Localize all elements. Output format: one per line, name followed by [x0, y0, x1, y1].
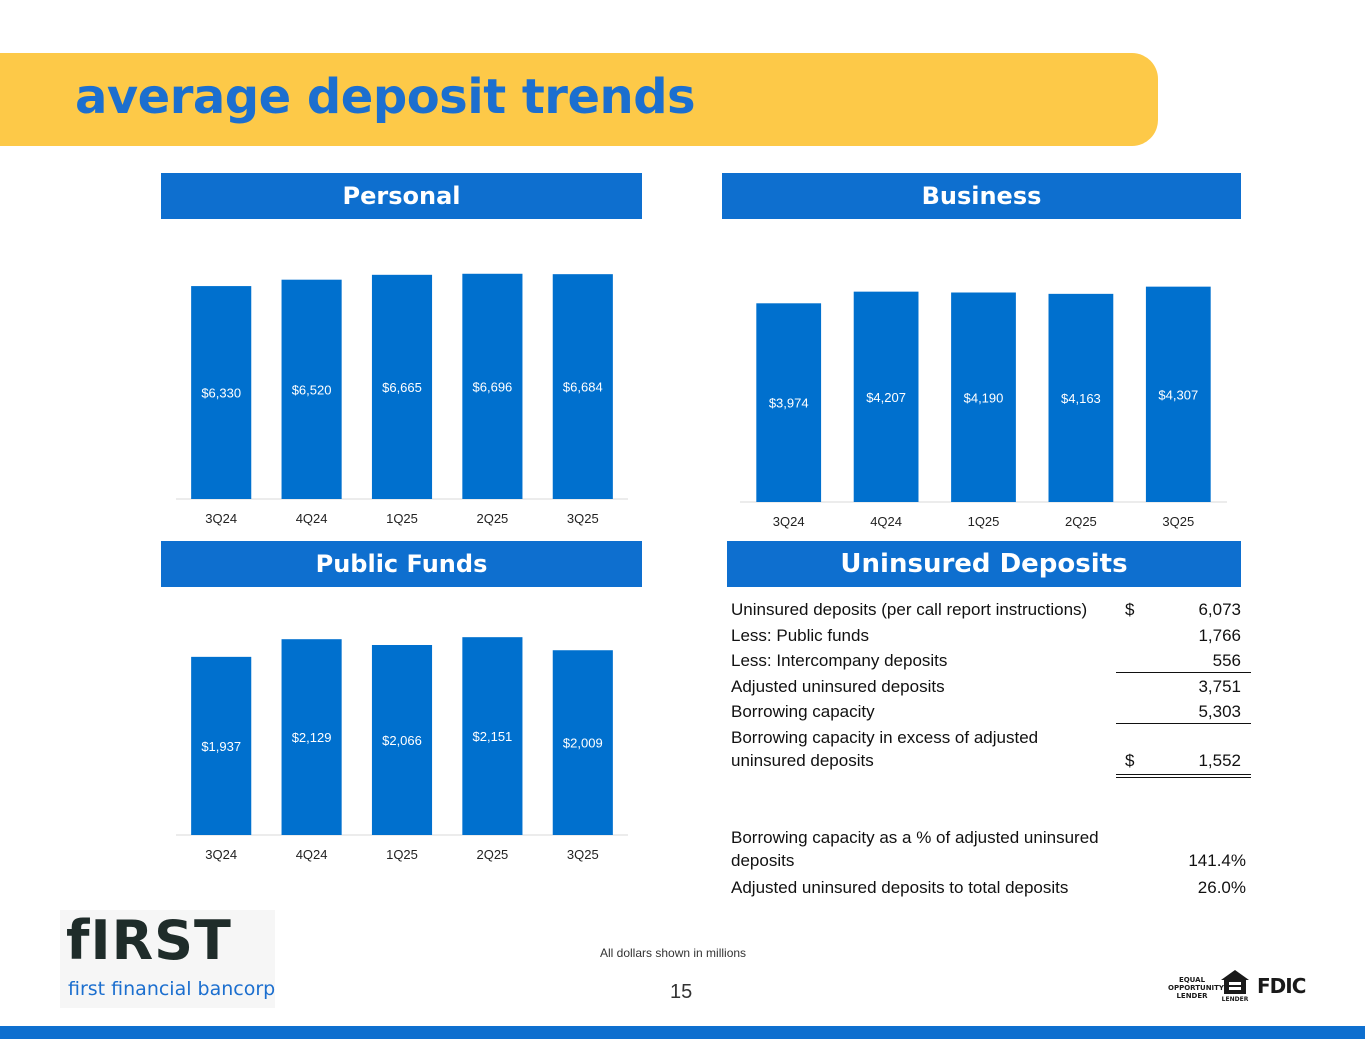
row-value: 26.0% — [1197, 877, 1246, 897]
business-header: Business — [722, 173, 1241, 219]
bottom-accent-bar — [0, 1026, 1365, 1039]
uninsured-deposits-table: Uninsured deposits (per call report inst… — [731, 597, 1251, 900]
footnote: All dollars shown in millions — [600, 946, 747, 960]
company-logo: fIRST — [66, 909, 232, 972]
table-row: Borrowing capacity in excess of adjusted… — [731, 725, 1251, 778]
data-label: $6,520 — [292, 382, 332, 397]
bar — [1145, 286, 1211, 502]
uninsured-deposits-header: Uninsured Deposits — [727, 541, 1241, 587]
fdic-logo: FDIC — [1257, 974, 1306, 998]
table-row: Less: Intercompany deposits 556 — [731, 648, 1251, 674]
business-chart: $3,974 3Q24 $4,207 4Q24 $4,190 1Q25 $4,163 2Q25… — [740, 286, 1227, 529]
personal-header: Personal — [161, 173, 642, 219]
bar — [552, 650, 613, 835]
equal-housing-caption: LENDER — [1221, 996, 1249, 1003]
row-value: 6,073 — [1198, 600, 1241, 619]
bar — [281, 639, 342, 835]
data-label: $2,009 — [563, 736, 603, 751]
subtotal-rule — [1116, 723, 1251, 724]
data-label: $2,151 — [473, 729, 513, 744]
row-value: 3,751 — [1198, 676, 1241, 696]
row-label: Borrowing capacity in excess of adjusted… — [731, 727, 1039, 770]
table-row: Adjusted uninsured deposits to total dep… — [731, 875, 1251, 901]
currency-symbol: $ — [1125, 600, 1135, 619]
row-value: 556 — [1212, 651, 1241, 670]
row-value: 1,766 — [1198, 625, 1241, 645]
row-label: Borrowing capacity as a % of adjusted un… — [731, 827, 1099, 870]
bar — [853, 291, 919, 502]
table-row: Borrowing capacity 5,303 — [731, 699, 1251, 725]
data-label: $3,974 — [769, 396, 809, 411]
page-number: 15 — [670, 981, 693, 1003]
data-label: $6,696 — [473, 379, 513, 394]
bar — [371, 274, 433, 499]
bar — [951, 292, 1016, 502]
x-tick-label: 3Q24 — [205, 847, 237, 862]
x-tick-label: 1Q25 — [386, 511, 418, 526]
bar — [756, 303, 822, 502]
public-funds-header: Public Funds — [161, 541, 642, 587]
x-tick-label: 4Q24 — [296, 847, 328, 862]
data-label: $1,937 — [201, 739, 241, 754]
data-label: $6,684 — [563, 380, 603, 395]
subtotal-rule — [1116, 672, 1251, 673]
company-name: first financial bancorp — [68, 978, 276, 1000]
x-tick-label: 3Q25 — [567, 847, 599, 862]
row-label: Uninsured deposits (per call report inst… — [731, 600, 1088, 619]
bar — [462, 637, 523, 835]
x-tick-label: 4Q24 — [870, 514, 902, 529]
title-banner — [0, 53, 1158, 146]
data-label: $4,307 — [1158, 387, 1198, 402]
row-label: Borrowing capacity — [731, 702, 875, 721]
data-label: $6,665 — [382, 380, 422, 395]
equal-opportunity-lender-text: EQUAL OPPORTUNITY LENDER — [1168, 976, 1225, 1000]
row-label: Less: Intercompany deposits — [731, 651, 948, 670]
data-label: $4,163 — [1061, 391, 1101, 406]
table-row: Adjusted uninsured deposits 3,751 — [731, 674, 1251, 700]
page-title: average deposit trends — [75, 69, 696, 125]
data-label: $4,190 — [964, 390, 1004, 405]
x-tick-label: 2Q25 — [476, 511, 508, 526]
row-value: 1,552 — [1198, 750, 1241, 770]
bar — [191, 656, 252, 835]
bar — [1048, 293, 1114, 502]
row-label: Less: Public funds — [731, 625, 869, 645]
x-tick-label: 3Q24 — [205, 511, 237, 526]
bar — [462, 273, 523, 499]
logo-background — [60, 910, 275, 1008]
x-tick-label: 2Q25 — [476, 847, 508, 862]
data-label: $4,207 — [866, 390, 906, 405]
bar — [281, 279, 342, 499]
equal-housing-icon — [1221, 970, 1249, 994]
x-tick-label: 3Q25 — [1162, 514, 1194, 529]
data-label: $2,066 — [382, 733, 422, 748]
x-tick-label: 1Q25 — [968, 514, 1000, 529]
table-row: Borrowing capacity as a % of adjusted un… — [731, 825, 1251, 875]
bar — [371, 644, 433, 835]
row-label: Adjusted uninsured deposits — [731, 676, 945, 696]
row-label: Adjusted uninsured deposits to total dep… — [731, 877, 1069, 897]
row-value: 141.4% — [1188, 850, 1246, 870]
x-tick-label: 3Q25 — [567, 511, 599, 526]
public-funds-chart: $1,937 3Q24 $2,129 4Q24 $2,066 1Q25 $2,151 2Q25… — [176, 637, 628, 862]
data-label: $6,330 — [201, 386, 241, 401]
x-tick-label: 1Q25 — [386, 847, 418, 862]
table-row: Less: Public funds 1,766 — [731, 623, 1251, 649]
currency-symbol: $ — [1125, 750, 1135, 770]
total-double-rule — [1116, 773, 1251, 778]
row-value: 5,303 — [1198, 702, 1241, 721]
bar — [191, 286, 252, 499]
x-tick-label: 3Q24 — [773, 514, 805, 529]
data-label: $2,129 — [292, 730, 332, 745]
personal-chart: $6,330 3Q24 $6,520 4Q24 $6,665 1Q25 $6,696 2Q25… — [176, 273, 628, 526]
x-tick-label: 2Q25 — [1065, 514, 1097, 529]
x-tick-label: 4Q24 — [296, 511, 328, 526]
table-row: Uninsured deposits (per call report inst… — [731, 597, 1251, 623]
bar — [552, 274, 613, 499]
